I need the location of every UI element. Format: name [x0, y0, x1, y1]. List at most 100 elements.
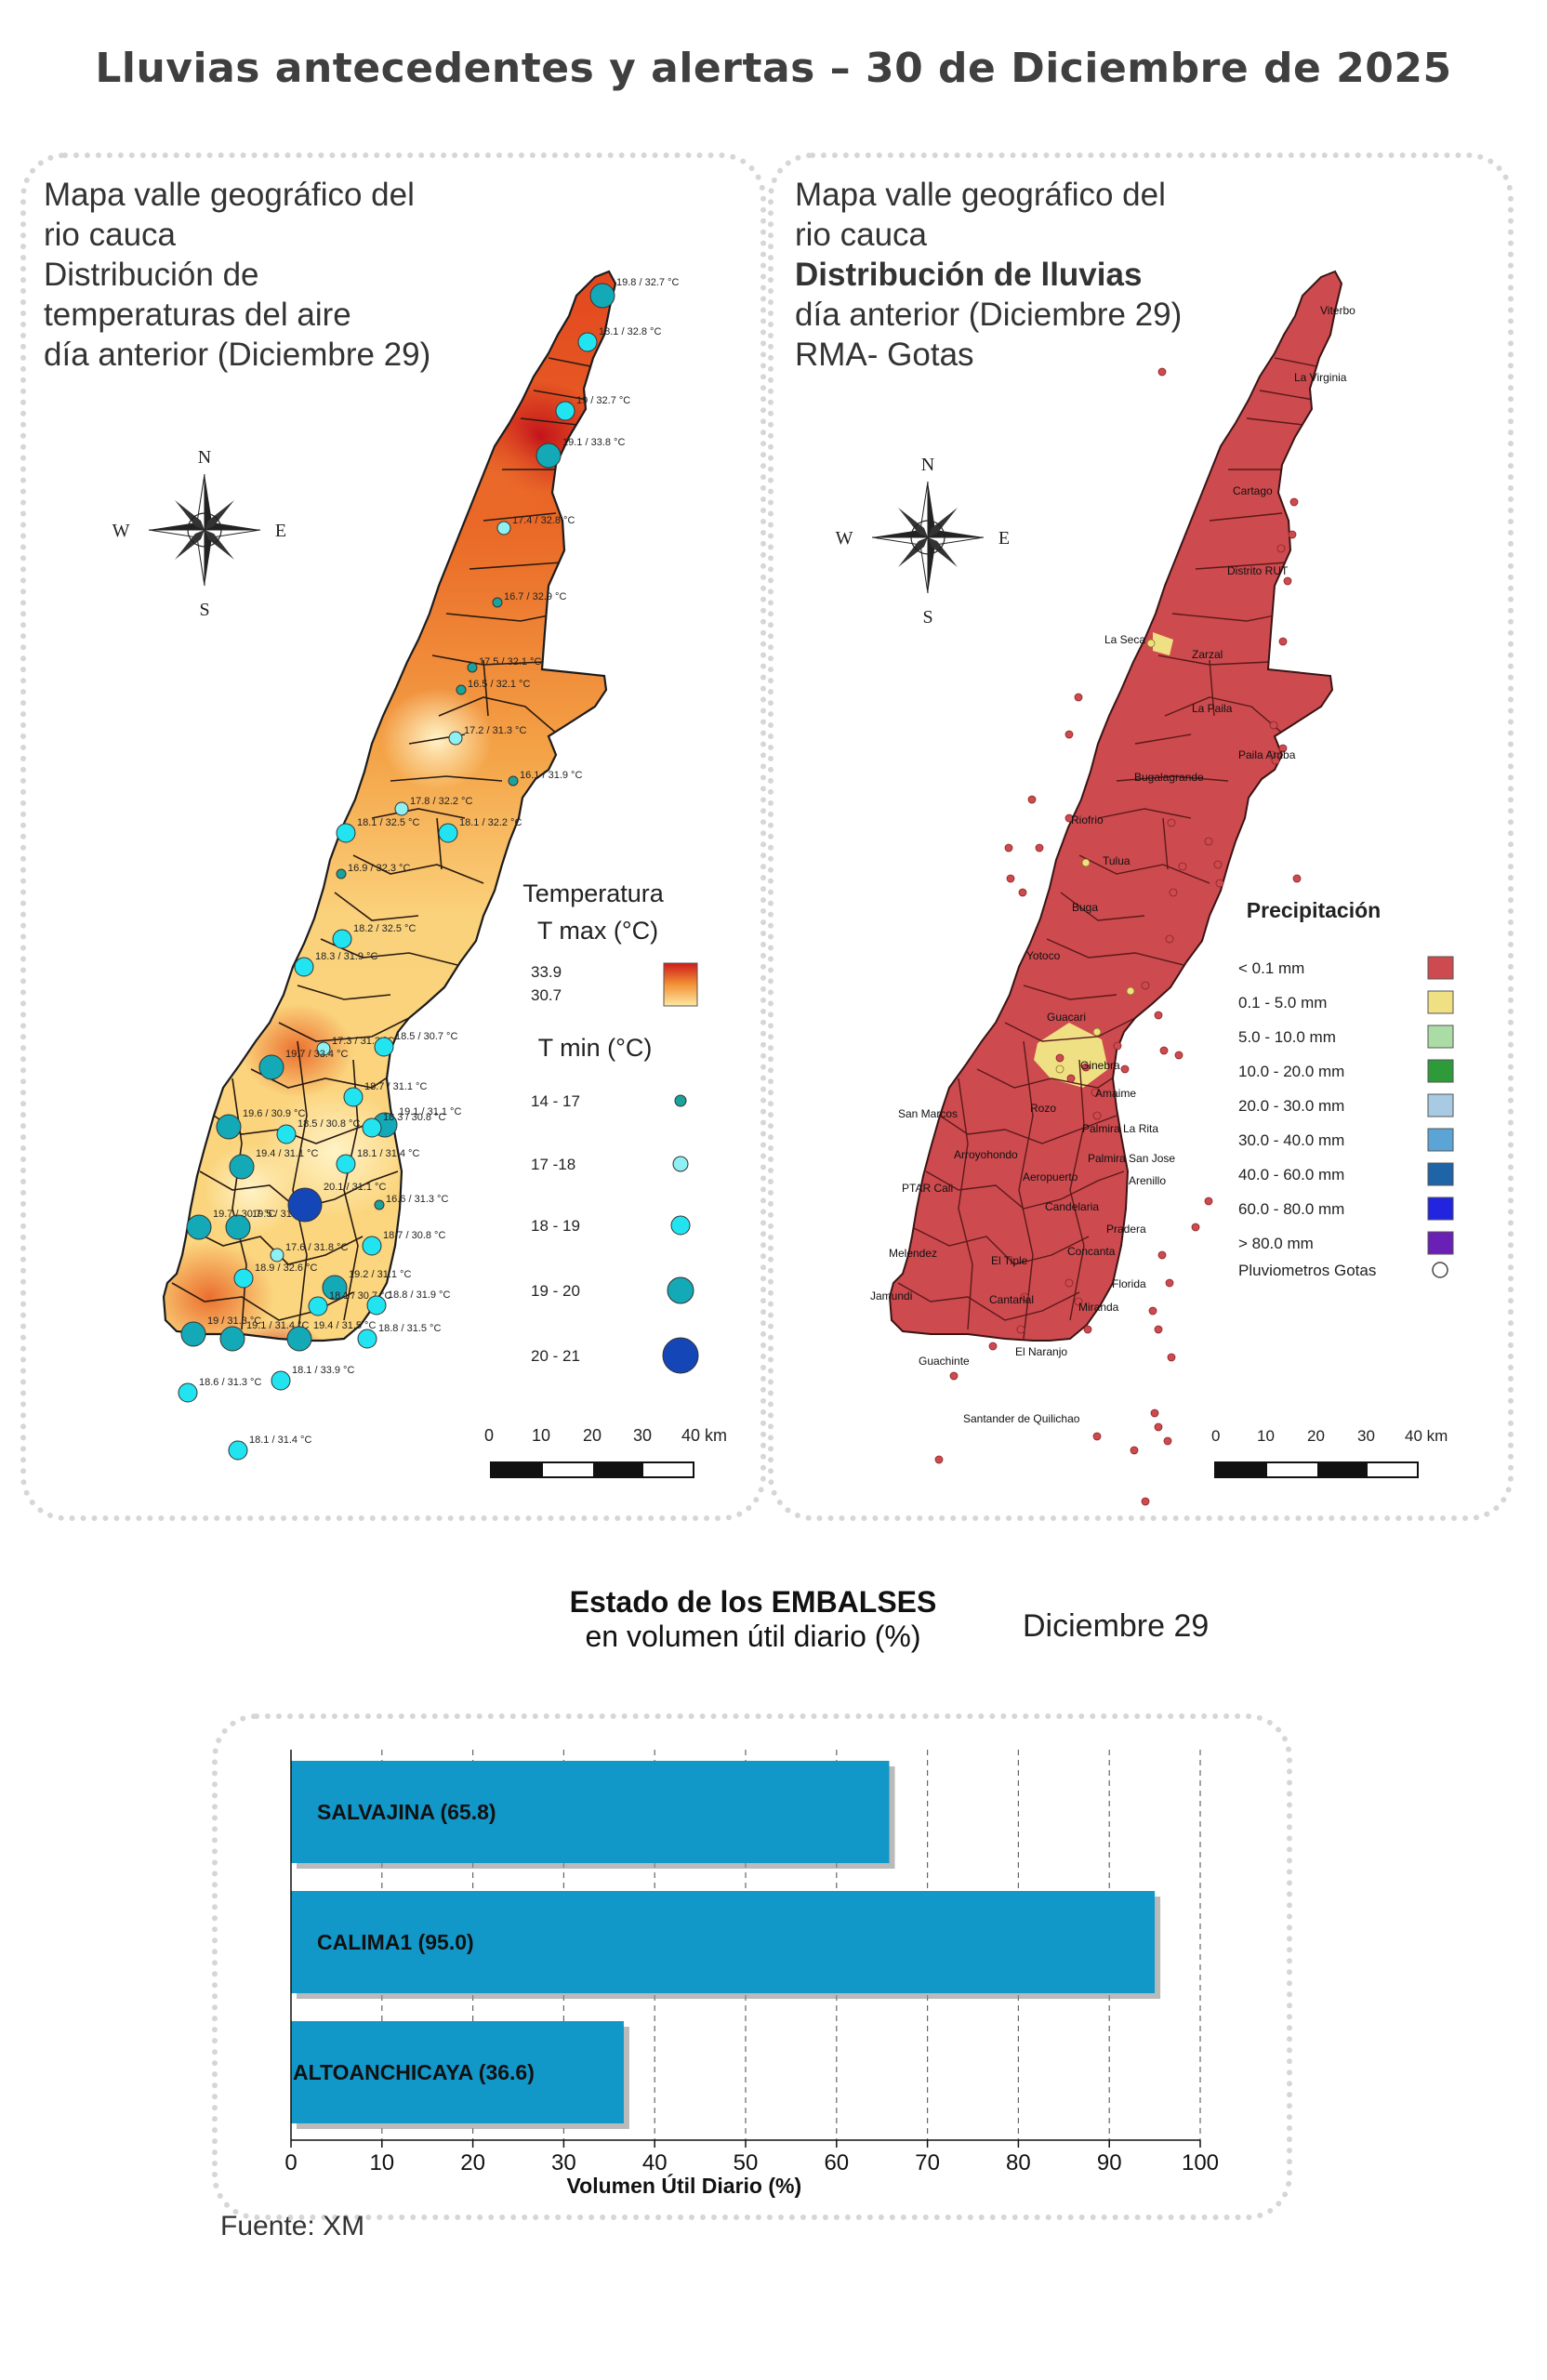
rain-gauge-point — [1130, 1446, 1139, 1455]
rain-gauge-point — [1178, 862, 1187, 871]
station-label: 18.7 / 30.8 °C — [383, 1230, 445, 1241]
town-label: Guacari — [1047, 1011, 1086, 1024]
rain-gauge-point — [1163, 1436, 1172, 1446]
station-label: 18.1 / 33.9 °C — [292, 1365, 354, 1376]
temperature-station — [332, 929, 352, 949]
town-label: La Paila — [1192, 702, 1233, 715]
town-label: Paila Arriba — [1238, 748, 1296, 761]
rain-gauge-point — [949, 1371, 959, 1381]
temperature-station — [362, 1236, 382, 1256]
rain-map-title: Mapa valle geográfico del rio cauca Dist… — [795, 175, 1182, 375]
rain-gauge-point — [1165, 1278, 1174, 1288]
temperature-station — [287, 1187, 323, 1223]
legend-title-tmax: T max (°C) — [537, 917, 658, 945]
reservoir-title-sub: en volumen útil diario (%) — [585, 1620, 921, 1653]
tmin-class-symbol — [670, 1215, 691, 1236]
station-label: 18.5 / 30.7 °C — [395, 1031, 457, 1042]
precip-class-label: 30.0 - 40.0 mm — [1238, 1131, 1344, 1149]
station-label: 18.6 / 31.3 °C — [199, 1377, 261, 1388]
rain-gauge-point — [1113, 1041, 1122, 1051]
rain-gauge-point — [1154, 1325, 1163, 1334]
scale-label: 20 — [583, 1426, 602, 1445]
temperature-station — [258, 1054, 284, 1080]
town-label: Rozo — [1030, 1102, 1056, 1115]
station-label: 19.8 / 32.7 °C — [616, 277, 679, 288]
town-label: Cantarlal — [989, 1293, 1034, 1306]
precip-class-label: 60.0 - 80.0 mm — [1238, 1200, 1344, 1218]
rain-gauge-point — [1120, 1064, 1130, 1074]
temperature-station — [492, 597, 503, 608]
temperature-station — [294, 957, 314, 977]
rain-gauge-point — [1004, 843, 1013, 853]
town-label: Arenillo — [1129, 1174, 1166, 1187]
rain-gauge-point — [1027, 795, 1037, 804]
temperature-station — [270, 1248, 284, 1263]
rain-title-line: Mapa valle geográfico del — [795, 177, 1166, 213]
compass-e-label: E — [998, 528, 1010, 549]
scale-label: 0 — [484, 1426, 494, 1445]
temperature-station — [496, 521, 511, 536]
station-label: 17.6 / 31.8 °C — [285, 1242, 348, 1253]
precip-class-swatch — [1427, 1231, 1454, 1255]
rain-gauge-point — [1020, 1292, 1029, 1302]
reservoir-title-bold: Estado de los EMBALSES — [569, 1585, 937, 1619]
station-label: 19 / 32.7 °C — [576, 395, 630, 406]
rain-gauge-points — [934, 367, 1302, 1506]
temp-title-line: temperaturas del aire — [44, 297, 351, 333]
rain-gauge-point — [1141, 981, 1150, 990]
temp-scale-bar: 0 10 20 30 40 km — [484, 1426, 727, 1478]
rain-gauge-point — [1288, 530, 1297, 539]
rain-gauge-point — [1092, 1027, 1102, 1037]
temp-title-line: día anterior (Diciembre 29) — [44, 337, 431, 373]
station-label: 18.1 / 32.2 °C — [459, 817, 522, 828]
station-label: 19.7 / 30.7 °C — [213, 1209, 275, 1220]
tmin-class-symbol — [672, 1156, 689, 1172]
legend-title-temperature: Temperatura — [522, 879, 665, 907]
precip-class-swatch — [1427, 956, 1454, 980]
station-label: 18.2 / 32.5 °C — [353, 923, 416, 934]
precip-class-swatch — [1427, 1059, 1454, 1083]
rain-gauge-point — [1081, 1063, 1091, 1072]
town-label: Melendez — [889, 1247, 937, 1260]
rain-gauge-point — [1126, 986, 1135, 996]
tmax-min-value: 30.7 — [531, 986, 562, 1004]
town-label: Cartago — [1233, 484, 1273, 497]
temperature-station — [366, 1295, 387, 1316]
town-label: Jamundi — [870, 1289, 912, 1302]
station-label: 20.1 / 31.1 °C — [324, 1182, 386, 1193]
town-label: Palmira La Rita — [1082, 1122, 1158, 1135]
temperature-station — [438, 823, 458, 843]
rain-gauge-point — [1283, 576, 1292, 586]
town-label: Amaime — [1095, 1087, 1136, 1100]
town-label: El Naranjo — [1015, 1345, 1067, 1358]
town-label: Zarzal — [1192, 648, 1223, 661]
temperature-station — [186, 1214, 212, 1240]
tmin-class-label: 17 -18 — [531, 1156, 575, 1173]
temperature-station — [286, 1326, 312, 1352]
rain-gauge-point — [1167, 1353, 1176, 1362]
temperature-station — [322, 1275, 348, 1301]
station-label: 18.1 / 32.5 °C — [357, 817, 419, 828]
precip-class-label: 5.0 - 10.0 mm — [1238, 1028, 1336, 1046]
scale-label: 40 km — [1405, 1427, 1448, 1445]
town-labels: Viterbo La Virginia Cartago Distrito RUT La … — [870, 304, 1355, 1425]
rain-gauge-point — [1092, 1432, 1102, 1441]
rain-gauge-point — [1055, 1064, 1064, 1074]
temperature-station — [276, 1124, 297, 1144]
rain-gauge-point — [1064, 1278, 1074, 1288]
temperature-station — [219, 1326, 245, 1352]
rain-gauge-point — [1016, 1325, 1025, 1334]
station-label: 16.6 / 31.3 °C — [386, 1194, 448, 1205]
temperature-station — [456, 684, 467, 695]
temperature-station — [336, 1154, 356, 1174]
station-label: 19.7 / 33.4 °C — [285, 1049, 348, 1060]
rain-gauge-point — [1035, 843, 1044, 853]
temp-title-line: Distribución de — [44, 257, 259, 293]
rain-gauge-point — [1169, 888, 1178, 897]
town-label: Viterbo — [1320, 304, 1355, 317]
reservoir-chart-panel — [212, 1713, 1292, 2220]
rain-gauge-point — [1154, 1422, 1163, 1432]
rain-gauge-point — [1091, 1088, 1100, 1097]
rain-title-line: Distribución de lluvias — [795, 257, 1143, 293]
rain-scale-bar: 0 10 20 30 40 km — [1211, 1427, 1448, 1478]
